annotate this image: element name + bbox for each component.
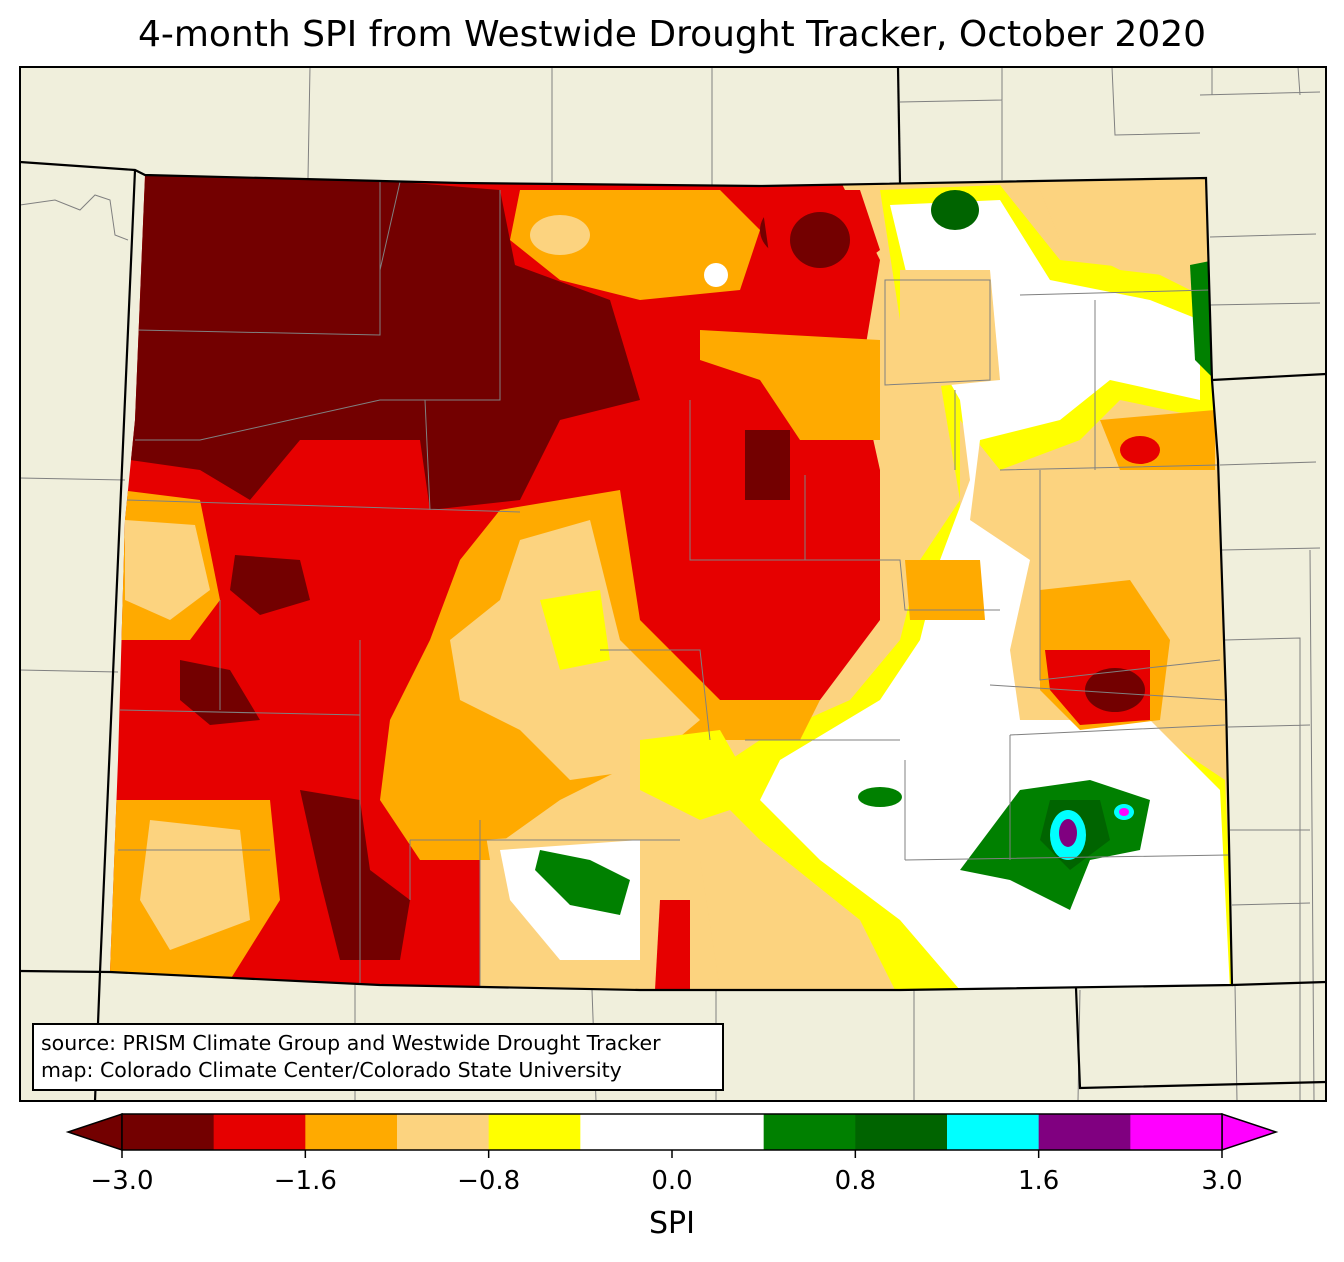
spi-patch <box>640 730 760 820</box>
colorbar-extend-under <box>65 1112 123 1152</box>
colorbar-tick-label: 1.6 <box>1017 1166 1060 1196</box>
spi-patch <box>1100 410 1215 470</box>
spi-class-dark-red <box>130 175 640 510</box>
colorbar-segment <box>763 1114 856 1150</box>
spi-patch <box>900 270 1000 390</box>
spi-patch <box>410 800 490 860</box>
colorbar-segment <box>580 1114 673 1150</box>
spi-patch-magenta <box>1119 808 1129 816</box>
colorbar-segment <box>213 1114 306 1150</box>
spi-patch-purple <box>1059 819 1077 847</box>
colorbar-segment <box>488 1114 581 1150</box>
source-annotation: source: PRISM Climate Group and Westwide… <box>32 1023 724 1091</box>
colorbar-segment <box>1038 1114 1131 1150</box>
colorbar-segment <box>672 1114 765 1150</box>
spi-patch <box>540 590 610 670</box>
colorbar-segment <box>1130 1114 1223 1150</box>
colorbar-tick-label: 0.8 <box>834 1166 877 1196</box>
spi-patch <box>700 330 880 440</box>
colorbar-segment <box>947 1114 1040 1150</box>
colorbar-label: SPI <box>649 1206 695 1241</box>
spi-patch <box>230 555 310 615</box>
spi-patch-dark-green <box>931 190 979 230</box>
spi-patch <box>1040 182 1205 280</box>
map-credit-line: map: Colorado Climate Center/Colorado St… <box>41 1058 622 1082</box>
source-line: source: PRISM Climate Group and Westwide… <box>41 1031 661 1055</box>
colorbar <box>65 1112 1279 1158</box>
spi-patch <box>1120 436 1160 464</box>
county-lines <box>118 180 1229 990</box>
spi-patch <box>300 790 410 960</box>
spi-patch-green <box>858 787 902 807</box>
spi-patch <box>704 263 728 287</box>
spi-field <box>110 175 1232 990</box>
map-title: 4-month SPI from Westwide Drought Tracke… <box>137 14 1207 55</box>
spi-patch <box>125 520 210 620</box>
spi-patch-green <box>535 850 630 915</box>
colorbar-tick-label: −1.6 <box>273 1166 337 1196</box>
spi-patch <box>530 215 590 255</box>
colorbar-tick-label: 3.0 <box>1201 1166 1243 1196</box>
spi-patch <box>655 900 690 990</box>
colorbar-tick-label: 0.0 <box>651 1166 693 1196</box>
spi-patch <box>140 820 250 950</box>
colorbar-extend-over <box>1221 1112 1279 1152</box>
spi-patch <box>1085 668 1145 712</box>
spi-patch <box>790 212 850 268</box>
colorbar-segment <box>397 1114 490 1150</box>
colorbar-tick-label: −0.8 <box>457 1166 521 1196</box>
spi-patch <box>745 430 790 500</box>
colorbar-tick-label: −3.0 <box>90 1166 154 1196</box>
colorbar-segment <box>305 1114 398 1150</box>
colorbar-segment <box>855 1114 948 1150</box>
colorbar-segment <box>122 1114 215 1150</box>
spi-patch <box>905 560 985 620</box>
map-frame <box>19 66 1327 1102</box>
